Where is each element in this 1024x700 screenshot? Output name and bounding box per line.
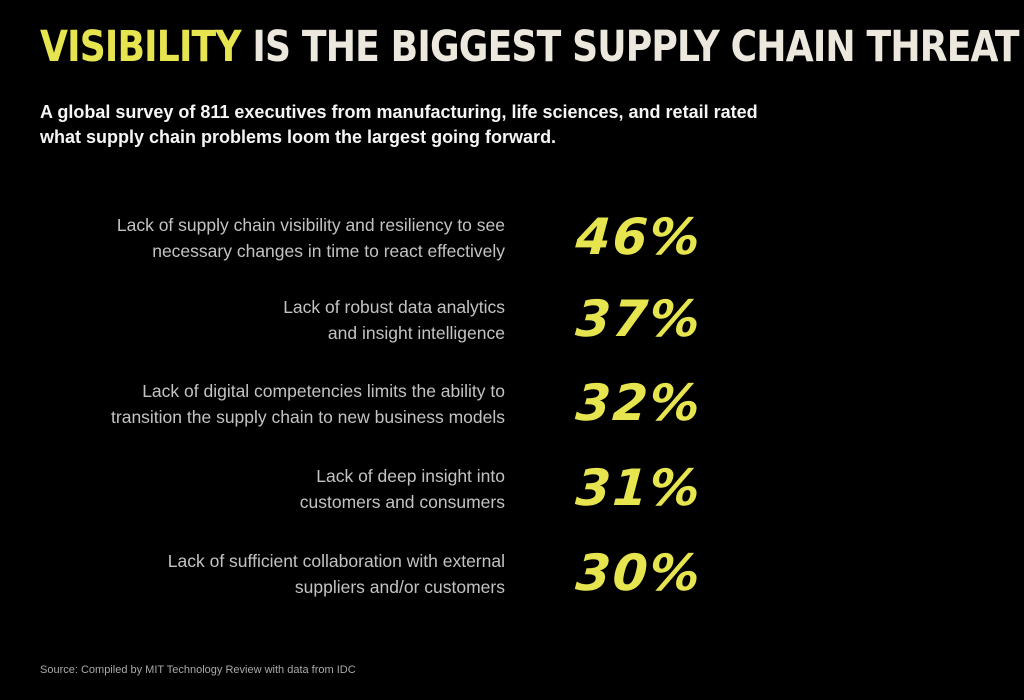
row-label-2: Lack of robust data analytics and insigh…	[283, 297, 505, 343]
row-value-3: 32%	[573, 374, 704, 432]
row-label-3: Lack of digital competencies limits the …	[111, 381, 505, 427]
row-value-2: 37%	[573, 290, 704, 348]
row-value-4: 31%	[573, 459, 704, 517]
subtitle: A global survey of 811 executives from m…	[40, 102, 758, 147]
title-highlight: VISIBILITY	[40, 22, 242, 72]
title-rest: IS THE BIGGEST SUPPLY CHAIN THREAT	[240, 22, 1019, 72]
row-value-1: 46%	[573, 208, 704, 266]
page-title: VISIBILITY IS THE BIGGEST SUPPLY CHAIN T…	[40, 26, 1019, 69]
row-label-4: Lack of deep insight into customers and …	[299, 466, 505, 512]
row-label-1: Lack of supply chain visibility and resi…	[116, 215, 505, 261]
row-value-5: 30%	[573, 544, 704, 602]
row-label-5: Lack of sufficient collaboration with ex…	[167, 551, 505, 597]
source-note: Source: Compiled by MIT Technology Revie…	[40, 664, 356, 676]
